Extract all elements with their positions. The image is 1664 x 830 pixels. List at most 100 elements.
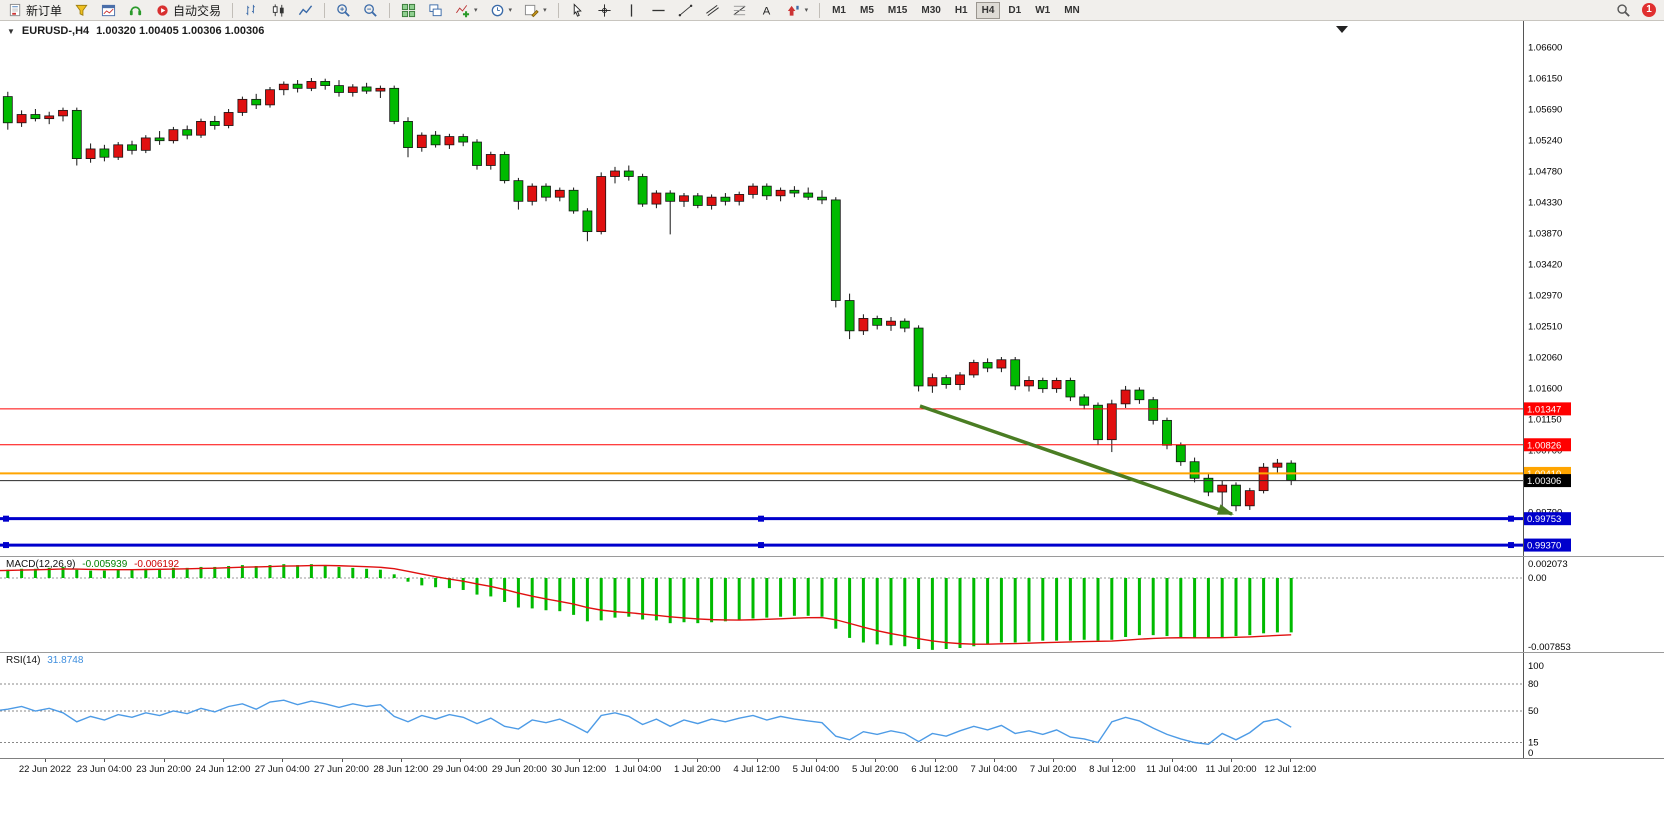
- time-label: 29 Jun 04:00: [432, 764, 488, 775]
- svg-text:1.06600: 1.06600: [1528, 43, 1562, 54]
- cascade-icon: [428, 3, 443, 18]
- time-tick: [934, 759, 936, 762]
- time-label: 27 Jun 20:00: [314, 764, 369, 775]
- time-tick: [519, 759, 521, 762]
- arrows-button[interactable]: ▾: [781, 1, 814, 19]
- dropdown-arrow-icon[interactable]: ▾: [543, 7, 547, 14]
- support-line-2[interactable]: 0.99370: [0, 538, 1571, 552]
- time-tick: [1053, 759, 1055, 762]
- svg-text:1.04330: 1.04330: [1528, 198, 1562, 209]
- toolbar-separator: [324, 2, 326, 18]
- notification-badge[interactable]: 1: [1642, 3, 1656, 17]
- auto-trading-button[interactable]: 自动交易: [150, 1, 226, 19]
- trend-arrow[interactable]: [919, 404, 1236, 520]
- autotrade-icon: [155, 3, 170, 18]
- fibonacci-button[interactable]: [727, 1, 752, 19]
- svg-text:1.03420: 1.03420: [1528, 260, 1562, 271]
- time-label: 23 Jun 04:00: [76, 764, 132, 775]
- current-price-line[interactable]: 1.00306: [0, 474, 1571, 488]
- macd-panel[interactable]: MACD(12,26,9) -0.005939 -0.006192 0.0020…: [0, 556, 1664, 653]
- timeframe-m30-button[interactable]: M30: [921, 4, 941, 16]
- macd-chart-svg[interactable]: 0.002073 0.00 -0.007853: [0, 557, 1664, 653]
- price-chart-svg[interactable]: 1.06600 1.06150 1.05690 1.05240 1.04780 1.043…: [0, 21, 1664, 556]
- zoom-out-button[interactable]: [358, 1, 383, 19]
- timeframe-m15-button[interactable]: M15: [887, 4, 908, 16]
- collapse-quick-trade-icon[interactable]: ▼: [7, 26, 15, 36]
- timeframe-d1-button[interactable]: D1: [1008, 4, 1022, 16]
- bar-chart-button[interactable]: [239, 1, 264, 19]
- svg-text:100: 100: [1528, 661, 1544, 672]
- cascade-windows-button[interactable]: [423, 1, 448, 19]
- sound-button[interactable]: [123, 1, 148, 19]
- candles-icon: [271, 3, 286, 18]
- rsi-panel[interactable]: RSI(14) 31.8748 100 80 50 15 0: [0, 652, 1664, 759]
- timeframe-h4-button[interactable]: H4: [975, 1, 1001, 19]
- funnel-icon: [74, 3, 89, 18]
- pivot-line[interactable]: 1.00410: [0, 466, 1571, 480]
- search-button[interactable]: [1611, 1, 1636, 19]
- time-tick: [578, 759, 580, 762]
- templates-button[interactable]: ▾: [519, 1, 552, 19]
- timeframe-m5-button[interactable]: M5: [860, 4, 874, 16]
- dropdown-arrow-icon[interactable]: ▾: [508, 7, 513, 14]
- tile-windows-button[interactable]: [396, 1, 421, 19]
- line-chart-icon: [298, 3, 313, 18]
- symbol-timeframe-label: EURUSD-,H4: [21, 25, 90, 37]
- svg-text:1.06150: 1.06150: [1528, 74, 1562, 85]
- main-toolbar: 新订单 自动交易 ▾ ▾ ▾ A ▾ M1 M5 M15 M30 H1 H4 D1 W1 MN 1: [0, 0, 1664, 21]
- timeframe-h1-button[interactable]: H1: [954, 4, 968, 16]
- hline-icon: [651, 3, 666, 18]
- toolbar-separator: [389, 2, 391, 18]
- dropdown-arrow-icon[interactable]: ▾: [804, 7, 809, 14]
- support-line-1[interactable]: 0.99753: [0, 512, 1571, 526]
- svg-text:1.00826: 1.00826: [1527, 440, 1561, 451]
- line-chart-button[interactable]: [293, 1, 318, 19]
- resistance-line-2[interactable]: 1.00826: [0, 438, 1571, 452]
- svg-text:1.01347: 1.01347: [1527, 404, 1561, 415]
- time-label: 4 Jul 12:00: [733, 764, 780, 775]
- time-tick: [1112, 759, 1114, 762]
- alerts-button[interactable]: [69, 1, 94, 19]
- headset-icon: [128, 3, 143, 18]
- zoom-out-icon: [363, 3, 378, 18]
- template-icon: [524, 3, 539, 18]
- candlestick-button[interactable]: [266, 1, 291, 19]
- time-axis[interactable]: 22 Jun 2022 23 Jun 04:00 23 Jun 20:00 24 Ju…: [0, 758, 1664, 779]
- dropdown-arrow-icon[interactable]: ▾: [474, 7, 478, 14]
- macd-signal-value: -0.006192: [134, 559, 180, 570]
- rsi-chart-svg[interactable]: 100 80 50 150: [0, 653, 1664, 759]
- zoom-in-button[interactable]: [331, 1, 356, 19]
- crosshair-button[interactable]: [592, 1, 617, 19]
- search-icon: [1616, 3, 1631, 18]
- time-label: 7 Jul 20:00: [1029, 764, 1077, 775]
- svg-text:1.04780: 1.04780: [1528, 167, 1562, 178]
- channel-button[interactable]: [700, 1, 725, 19]
- svg-text:1.01600: 1.01600: [1528, 384, 1562, 395]
- cursor-icon: [570, 2, 585, 18]
- cursor-button[interactable]: [565, 1, 590, 19]
- svg-text:A: A: [762, 5, 770, 17]
- arrows-icon: [786, 3, 801, 18]
- indicators-button[interactable]: ▾: [450, 1, 483, 19]
- timeframe-w1-button[interactable]: W1: [1035, 4, 1051, 16]
- indicator-plus-icon: [455, 3, 470, 18]
- trendline-button[interactable]: [673, 1, 698, 19]
- chart-shift-marker[interactable]: [1336, 26, 1348, 33]
- time-tick: [45, 759, 46, 762]
- periods-button[interactable]: ▾: [485, 1, 518, 19]
- chart-window-button[interactable]: [96, 1, 121, 19]
- new-order-button[interactable]: 新订单: [3, 1, 67, 19]
- timeframe-m1-button[interactable]: M1: [832, 4, 846, 16]
- resistance-line-1[interactable]: 1.01347: [0, 402, 1571, 416]
- chart-area[interactable]: ▼ EURUSD-,H4 1.00320 1.00405 1.00306 1.0…: [0, 21, 1664, 556]
- time-label: 8 Jul 12:00: [1089, 764, 1136, 775]
- bottom-spacer: [0, 779, 1664, 830]
- time-label: 1 Jul 04:00: [614, 764, 662, 775]
- svg-text:1.05240: 1.05240: [1528, 136, 1562, 147]
- timeframe-mn-button[interactable]: MN: [1064, 4, 1080, 16]
- svg-text:0.99370: 0.99370: [1527, 541, 1561, 552]
- vertical-line-button[interactable]: [619, 1, 644, 19]
- text-button[interactable]: A: [754, 1, 779, 19]
- time-tick: [993, 759, 995, 762]
- horizontal-line-button[interactable]: [646, 1, 671, 19]
